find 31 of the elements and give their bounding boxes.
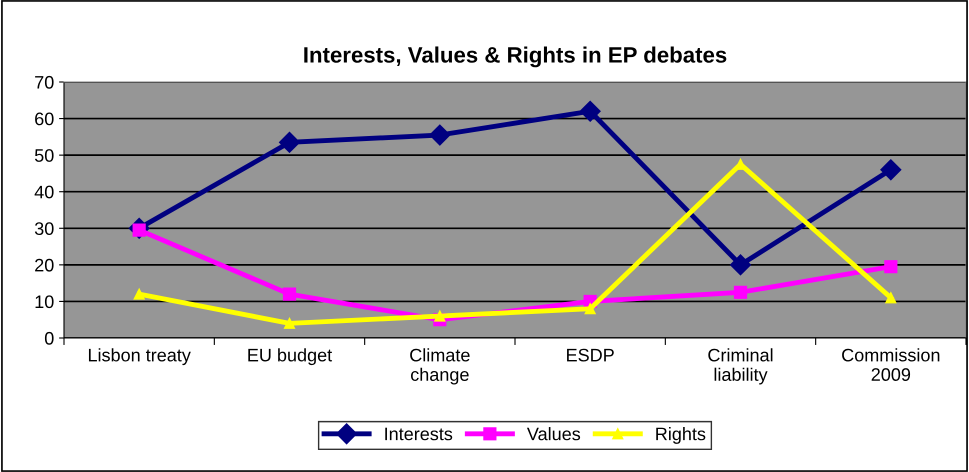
point <box>278 132 300 153</box>
chart-title: Interests, Values & Rights in EP debates <box>304 46 726 68</box>
x-tick-label: EU budget <box>248 348 332 366</box>
point <box>429 124 450 146</box>
y-tick-label: 10 <box>36 295 54 308</box>
x-tick-label: ESDP <box>567 348 614 362</box>
point <box>734 286 748 299</box>
legend-label: Interests <box>385 428 452 440</box>
x-tick-label: Commission 2009 <box>842 348 940 381</box>
legend-label: Rights <box>656 427 706 444</box>
point <box>730 254 752 276</box>
x-tick-label: Climate change <box>410 348 470 385</box>
point <box>134 288 145 300</box>
legend-label: Values <box>526 427 580 440</box>
point <box>282 288 296 301</box>
y-tick-label: 50 <box>34 149 54 162</box>
point <box>584 303 596 314</box>
point <box>884 260 898 274</box>
y-tick-label: 20 <box>35 258 54 272</box>
point <box>434 310 446 322</box>
y-tick-label: 70 <box>35 76 54 89</box>
point <box>880 159 902 180</box>
x-tick-label: Criminal liability <box>708 348 772 385</box>
y-tick-label: 0 <box>44 332 54 345</box>
y-tick-label: 30 <box>34 222 54 236</box>
y-tick-label: 40 <box>34 186 54 198</box>
point <box>580 100 601 122</box>
point <box>284 318 296 329</box>
x-tick-label: Lisbon treaty <box>88 348 191 366</box>
y-tick-label: 60 <box>35 112 54 126</box>
point <box>885 292 896 304</box>
